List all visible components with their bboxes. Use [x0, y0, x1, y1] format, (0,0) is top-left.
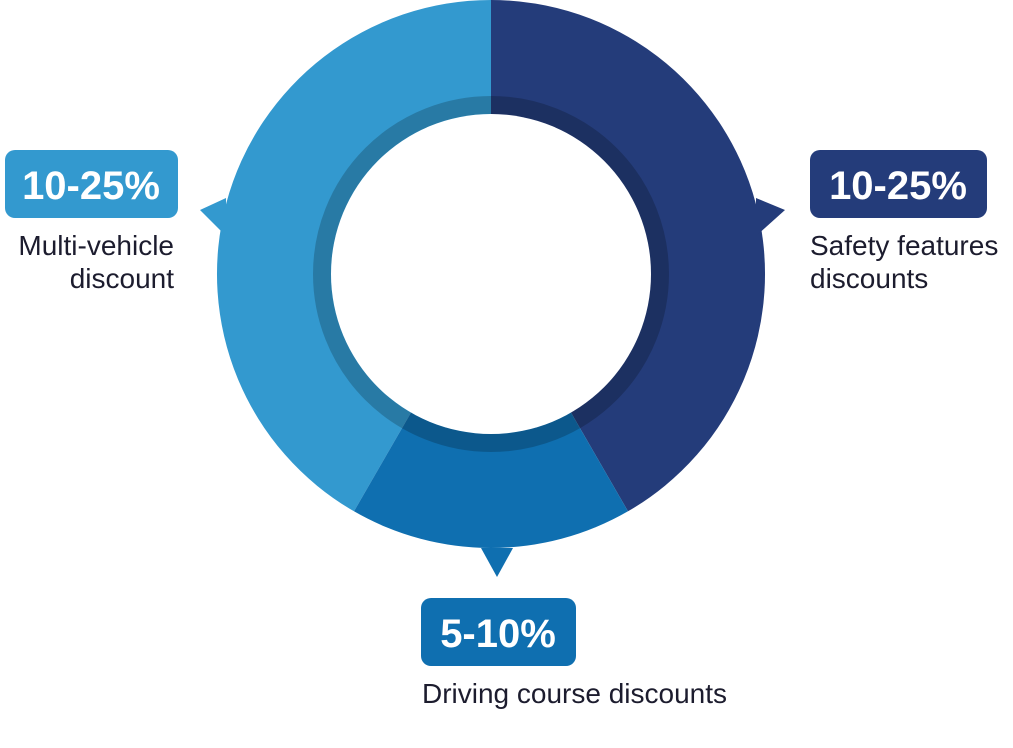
range-badge	[810, 150, 987, 218]
description: Multi-vehicle	[18, 230, 174, 261]
range-badge	[421, 598, 576, 666]
pointer-right	[756, 198, 785, 236]
range-label: 10-25%	[829, 164, 967, 208]
inner-ring	[313, 96, 669, 452]
range-label: 10-25%	[22, 164, 160, 208]
range-label: 5-10%	[440, 612, 556, 656]
callout-right: 10-25% Safety features discounts	[810, 150, 998, 294]
description: discount	[70, 263, 175, 294]
range-badge	[5, 150, 178, 218]
description: discounts	[810, 263, 928, 294]
pointer-bottom	[481, 548, 513, 577]
callout-left: 10-25% Multi-vehicle discount	[5, 150, 178, 294]
description: Safety features	[810, 230, 998, 261]
donut-hole	[331, 114, 651, 434]
description: Driving course discounts	[422, 678, 727, 709]
callout-bottom: 5-10% Driving course discounts	[421, 598, 727, 709]
pointer-left	[200, 198, 226, 236]
donut	[200, 0, 785, 577]
